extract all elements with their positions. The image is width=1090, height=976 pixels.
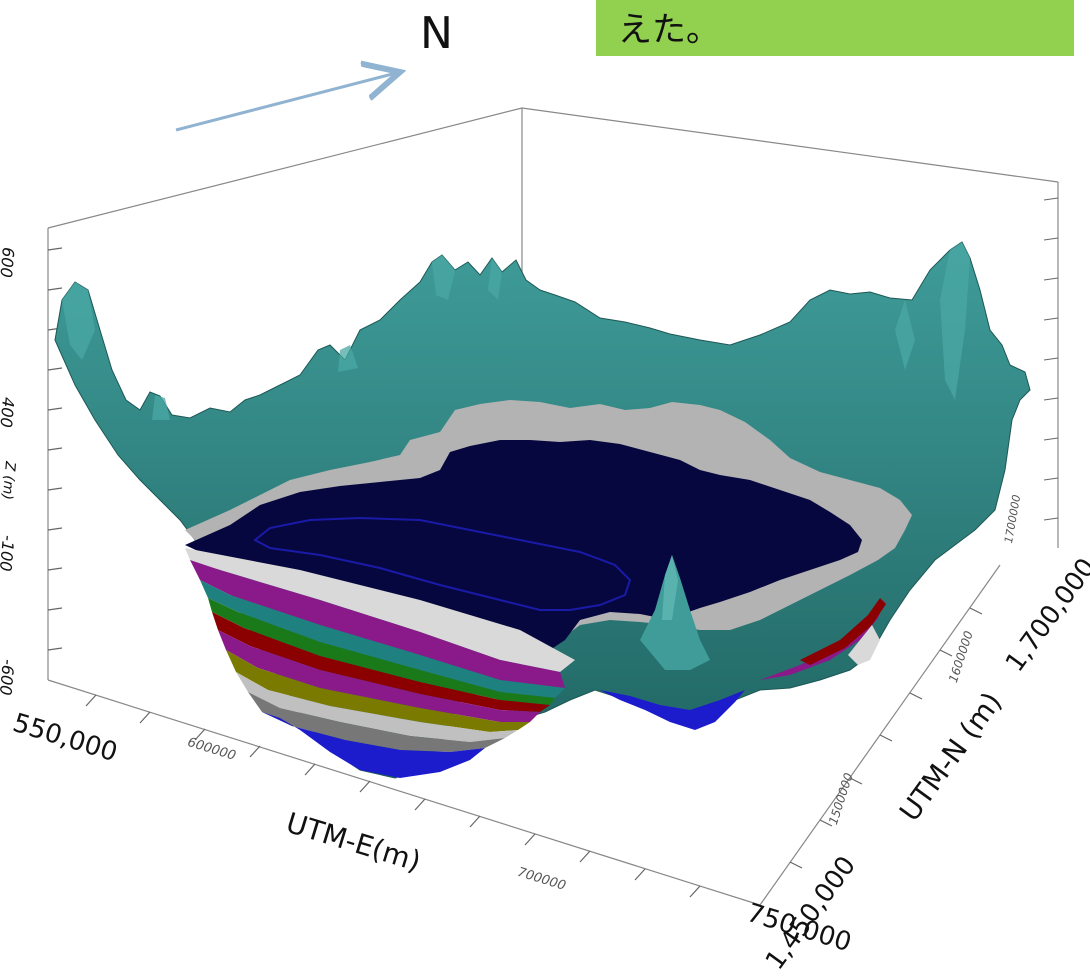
basin-contour xyxy=(253,516,632,611)
caption-text: えた。 xyxy=(618,10,720,50)
terrain-highlights xyxy=(62,242,970,420)
z-axis-ticks xyxy=(47,247,63,651)
strata-layers-right xyxy=(760,598,886,680)
caption-box: えた。 xyxy=(596,0,1074,56)
right-axis-ticks xyxy=(1043,197,1059,521)
bounding-box xyxy=(47,107,1059,906)
x-axis-ticks xyxy=(85,694,701,898)
strata-layers xyxy=(185,548,745,778)
y-axis-ticks xyxy=(789,607,983,869)
z-tick-minus600: -600 xyxy=(0,658,19,697)
basin-top-surface xyxy=(185,440,862,672)
central-peak xyxy=(640,555,710,670)
north-arrow-icon xyxy=(175,72,400,132)
z-tick-minus100: -100 xyxy=(0,534,19,573)
z-tick-400: 400 xyxy=(0,396,18,429)
z-tick-600: 600 xyxy=(0,246,18,279)
north-label: N xyxy=(420,8,453,59)
central-peak-highlight xyxy=(662,555,678,620)
